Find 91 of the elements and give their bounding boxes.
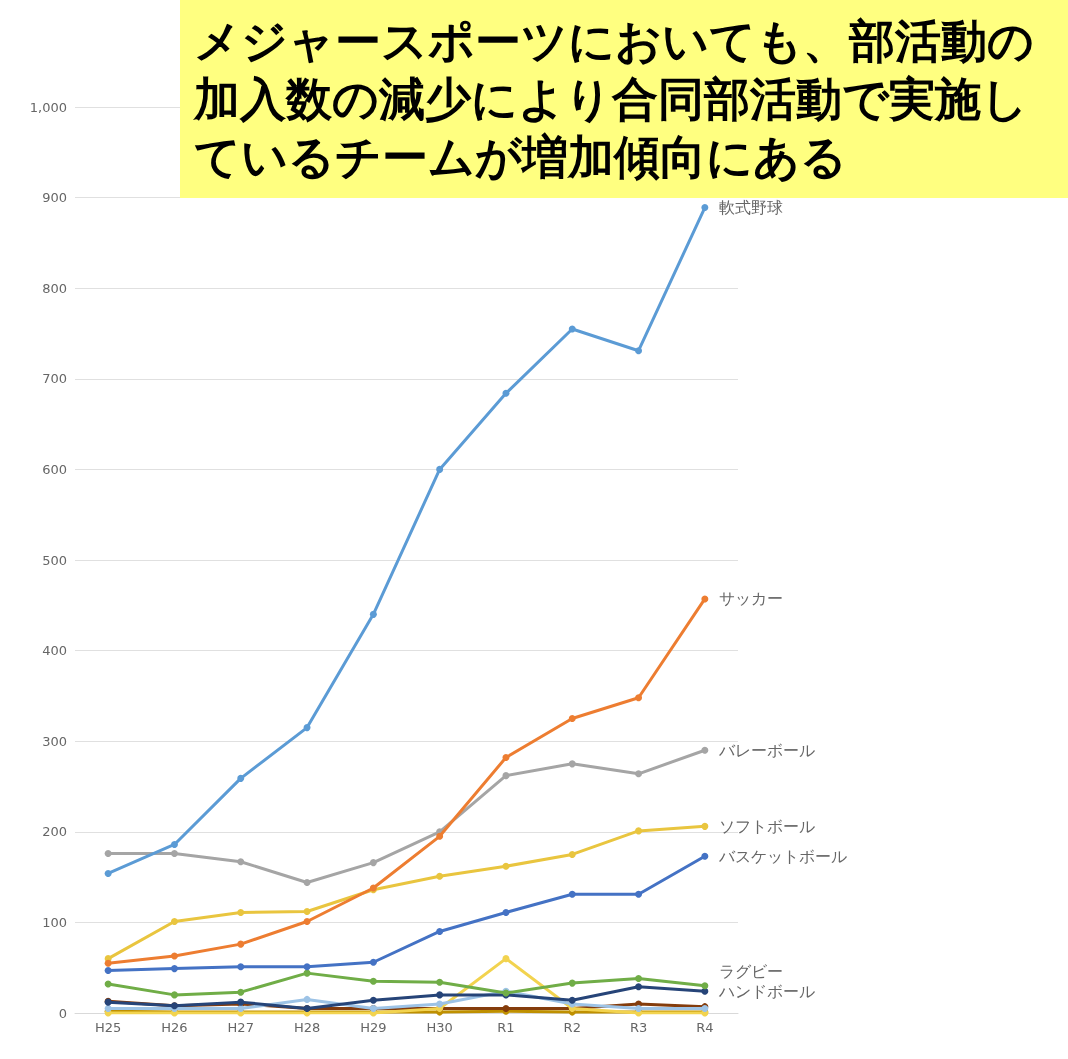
point (104, 959, 112, 967)
x-tick-label: R4 (696, 1020, 714, 1035)
point (237, 963, 245, 971)
point (502, 862, 510, 870)
point (436, 991, 444, 999)
point (303, 908, 311, 916)
point (568, 979, 576, 987)
y-tick-label: 200 (42, 824, 67, 840)
point (701, 204, 709, 212)
point (701, 746, 709, 754)
point (701, 852, 709, 860)
y-tick-label: 900 (42, 190, 67, 206)
point (170, 991, 178, 999)
point (502, 772, 510, 780)
y-tick-label: 100 (42, 914, 67, 930)
series-label: ハンドボール (717, 981, 815, 1001)
point (237, 940, 245, 948)
point (303, 963, 311, 971)
point (170, 840, 178, 848)
point (502, 389, 510, 397)
point (635, 983, 643, 991)
point (104, 869, 112, 877)
point (170, 952, 178, 960)
y-tick-label: 400 (42, 643, 67, 659)
point (170, 850, 178, 858)
point (635, 347, 643, 355)
point (568, 850, 576, 858)
point (369, 958, 377, 966)
point (635, 827, 643, 835)
point (303, 995, 311, 1003)
point (568, 325, 576, 333)
chart-title: メジャースポーツにおいても、部活動の加入数の減少により合同部活動で実施しているチームが増加傾向にある (192, 14, 1034, 184)
point (635, 890, 643, 898)
point (701, 595, 709, 603)
point (568, 760, 576, 768)
point (170, 918, 178, 925)
point (701, 822, 709, 830)
point (436, 978, 444, 986)
point (436, 872, 444, 880)
point (502, 754, 510, 762)
point (237, 774, 245, 782)
point (369, 996, 377, 1004)
point (104, 850, 112, 858)
y-tick-label: 700 (42, 371, 67, 387)
x-tick-label: R3 (629, 1020, 648, 1035)
point (568, 890, 576, 898)
x-tick-label: H29 (360, 1020, 387, 1035)
series-label: バレーボール (717, 740, 815, 760)
point (369, 859, 377, 867)
x-tick-label: H25 (94, 1020, 122, 1035)
x-tick-label: R2 (563, 1020, 581, 1035)
point (502, 908, 510, 916)
y-tick-label: 300 (42, 733, 67, 749)
point (436, 927, 444, 935)
y-tick-label: 1,000 (29, 99, 67, 115)
point (635, 975, 643, 983)
point (635, 694, 643, 702)
series-label: ソフトボール (718, 816, 815, 836)
point (568, 996, 576, 1004)
point (436, 832, 444, 840)
y-tick-label: 500 (42, 552, 67, 568)
point (635, 1004, 643, 1012)
x-tick-label: H27 (227, 1020, 254, 1035)
point (303, 879, 311, 887)
point (502, 955, 510, 963)
y-tick-label: 0 (58, 1005, 67, 1021)
point (303, 918, 311, 925)
series-label: ラグビー (718, 961, 783, 981)
x-tick-label: H26 (161, 1020, 188, 1035)
series-label: バスケットボール (717, 846, 847, 866)
point (237, 858, 245, 866)
series-label: サッカー (718, 589, 783, 609)
y-tick-label: 800 (42, 280, 67, 296)
point (104, 966, 112, 974)
point (170, 965, 178, 973)
point (701, 982, 709, 990)
point (568, 715, 576, 723)
x-tick-label: H28 (293, 1020, 321, 1035)
point (369, 610, 377, 618)
point (436, 1000, 444, 1008)
point (635, 770, 643, 778)
x-tick-label: H30 (426, 1020, 453, 1035)
point (237, 988, 245, 996)
series-label: 軟式野球 (718, 198, 783, 218)
point (303, 724, 311, 732)
y-tick-label: 600 (42, 461, 67, 477)
point (369, 977, 377, 985)
point (237, 1004, 245, 1012)
point (436, 465, 444, 473)
point (237, 908, 245, 916)
x-tick-label: R1 (497, 1020, 515, 1035)
